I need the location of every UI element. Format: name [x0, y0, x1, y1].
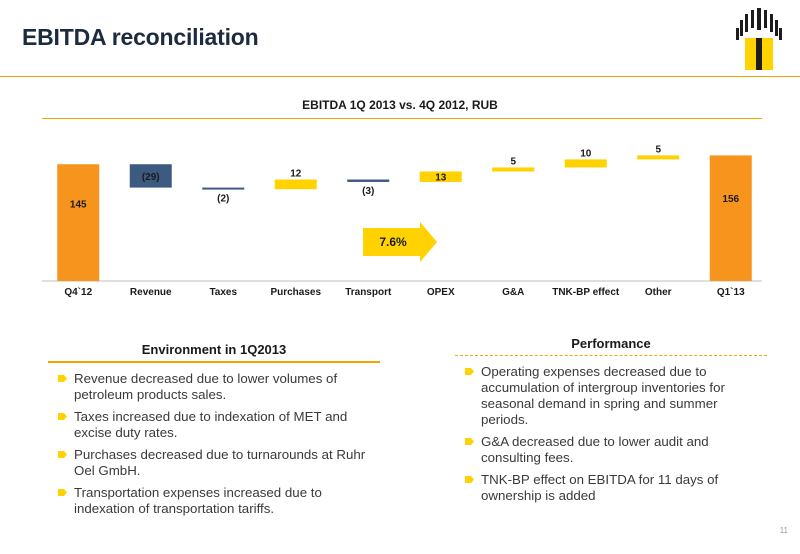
arrow-bullet-icon: [465, 476, 474, 483]
x-tick-label: Other: [645, 287, 672, 298]
waterfall-bar: [419, 171, 462, 182]
x-tick-label: TNK-BP effect: [552, 287, 620, 298]
performance-list: Operating expenses decreased due to accu…: [455, 364, 767, 504]
arrow-bullet-icon: [58, 489, 67, 496]
slide-title: EBITDA reconciliation: [22, 24, 259, 50]
x-tick-label: Transport: [345, 287, 392, 298]
growth-callout-arrow: [363, 222, 437, 262]
waterfall-bar: [637, 155, 680, 160]
waterfall-bar: [129, 164, 172, 188]
list-item: Transportation expenses increased due to…: [48, 485, 380, 517]
list-item: Taxes increased due to indexation of MET…: [48, 409, 380, 441]
data-label: 10: [580, 148, 592, 159]
x-tick-label: OPEX: [427, 287, 455, 298]
waterfall-bar: [709, 155, 752, 281]
environment-list: Revenue decreased due to lower volumes o…: [48, 371, 380, 517]
waterfall-bar: [347, 179, 390, 182]
arrow-bullet-icon: [58, 413, 67, 420]
ebitda-waterfall-chart: 145 Q4`12 (29) Revenue (2) Taxes 12 Purchases (3…: [42, 144, 762, 298]
performance-panel: Performance Operating expenses decreased…: [455, 336, 767, 510]
chart-title-divider: [42, 118, 762, 119]
waterfall-bar: [202, 187, 245, 190]
data-label: 5: [510, 156, 516, 167]
list-item-text: Operating expenses decreased due to accu…: [481, 364, 725, 427]
arrow-bullet-icon: [58, 451, 67, 458]
list-item: Revenue decreased due to lower volumes o…: [48, 371, 380, 403]
list-item-text: Transportation expenses increased due to…: [74, 485, 322, 516]
arrow-bullet-icon: [58, 375, 67, 382]
environment-panel: Environment in 1Q2013 Revenue decreased …: [48, 336, 380, 523]
chart-title: EBITDA 1Q 2013 vs. 4Q 2012, RUB: [302, 98, 498, 112]
data-label: 145: [70, 199, 87, 210]
list-item-text: Revenue decreased due to lower volumes o…: [74, 371, 338, 402]
list-item-text: Taxes increased due to indexation of MET…: [74, 409, 348, 440]
x-tick-label: G&A: [502, 287, 524, 298]
growth-callout-label: 7.6%: [379, 235, 407, 249]
title-divider: [0, 76, 800, 77]
waterfall-bar: [274, 179, 317, 190]
data-label: 156: [722, 194, 739, 205]
data-label: (2): [217, 194, 229, 205]
arrow-bullet-icon: [465, 368, 474, 375]
x-tick-label: Q4`12: [64, 287, 92, 298]
list-item: G&A decreased due to lower audit and con…: [455, 434, 767, 466]
list-item-text: Purchases decreased due to turnarounds a…: [74, 447, 366, 478]
page-number: 11: [779, 526, 788, 535]
x-tick-label: Q1`13: [717, 287, 745, 298]
data-label: 13: [435, 173, 447, 184]
list-item: Purchases decreased due to turnarounds a…: [48, 447, 380, 479]
data-label: (3): [362, 186, 374, 197]
arrow-bullet-icon: [465, 438, 474, 445]
list-item-text: G&A decreased due to lower audit and con…: [481, 434, 709, 465]
callout-arrow-shape: [363, 222, 437, 262]
list-item-text: TNK-BP effect on EBITDA for 11 days of o…: [481, 472, 719, 503]
environment-header: Environment in 1Q2013: [48, 336, 380, 363]
data-label: 5: [655, 144, 661, 155]
performance-header: Performance: [455, 336, 767, 356]
waterfall-bar: [57, 164, 100, 281]
x-tick-label: Taxes: [209, 287, 237, 298]
waterfall-bar: [564, 159, 607, 168]
rosneft-logo-icon: [736, 8, 782, 70]
list-item: Operating expenses decreased due to accu…: [455, 364, 767, 428]
x-tick-label: Purchases: [270, 287, 321, 298]
x-tick-label: Revenue: [130, 287, 172, 298]
data-label: (29): [142, 172, 160, 183]
data-label: 12: [290, 169, 302, 180]
list-item: TNK-BP effect on EBITDA for 11 days of o…: [455, 472, 767, 504]
waterfall-bar: [492, 167, 535, 172]
